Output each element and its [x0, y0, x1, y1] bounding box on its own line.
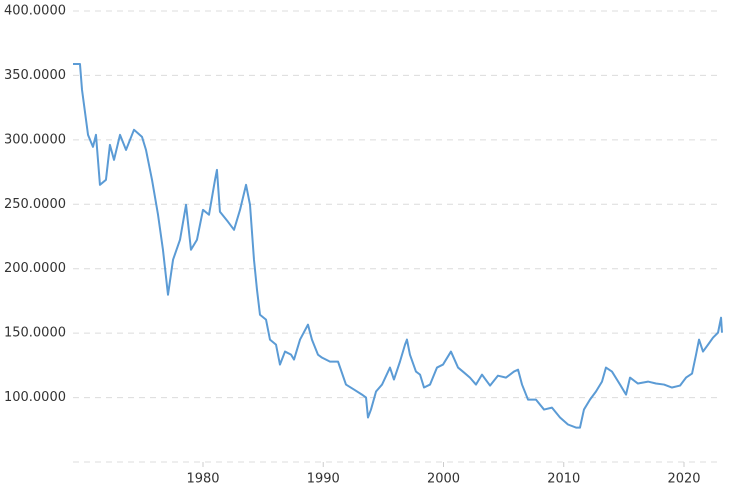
y-tick-label: 400.0000: [4, 4, 66, 19]
y-tick-label: 150.0000: [4, 326, 66, 341]
y-tick-label: 350.0000: [4, 68, 66, 83]
x-tick-label: 2010: [547, 472, 580, 487]
x-tick-label: 1980: [186, 472, 219, 487]
y-tick-label: 100.0000: [4, 390, 66, 405]
x-tick-label: 2000: [427, 472, 460, 487]
x-tick-label: 2020: [667, 472, 700, 487]
data-line: [73, 62, 723, 429]
y-tick-label: 250.0000: [4, 197, 66, 212]
y-tick-label: 200.0000: [4, 261, 66, 276]
y-tick-label: 300.0000: [4, 132, 66, 147]
x-tick-label: 1990: [307, 472, 340, 487]
